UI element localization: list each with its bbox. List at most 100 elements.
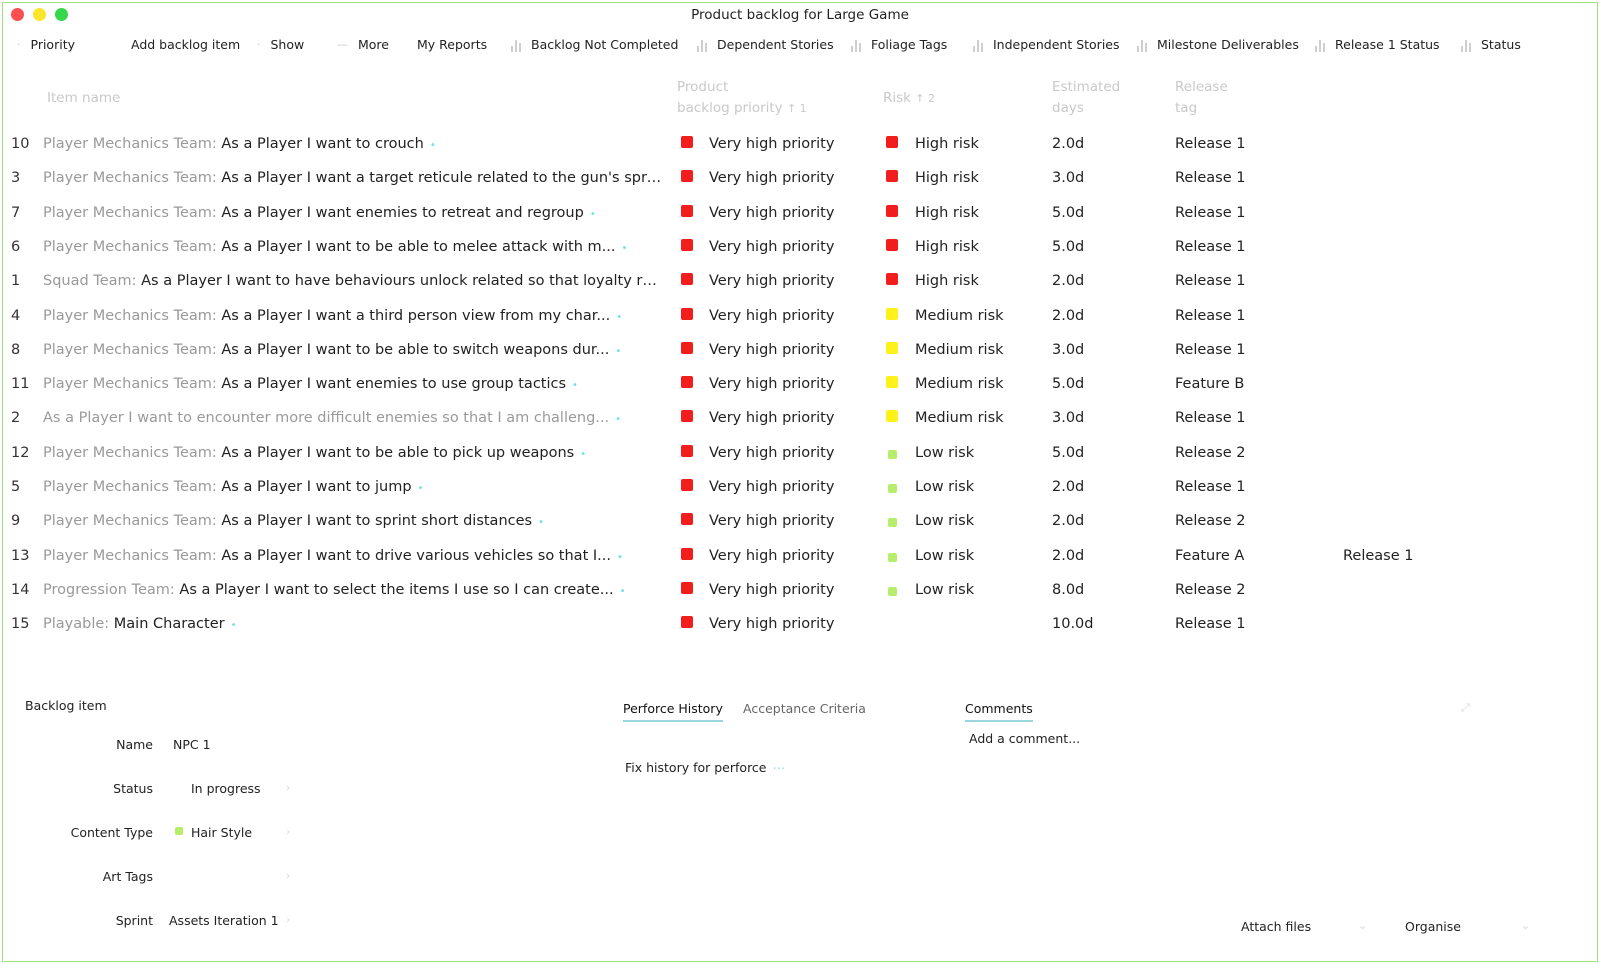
release-tag-cell[interactable]: Release 1 (1175, 341, 1246, 358)
add-backlog-item-button[interactable]: Add backlog item (131, 37, 241, 52)
release-tag-cell[interactable]: Feature B (1175, 376, 1245, 393)
item-name-cell[interactable]: Player Mechanics Team: As a Player I wan… (43, 136, 663, 152)
release-tag-cell[interactable]: Release 1 (1175, 204, 1246, 221)
report-dependent-stories[interactable]: Dependent Stories (697, 37, 834, 52)
table-row[interactable]: 4 Player Mechanics Team: As a Player I wa… (3, 301, 1597, 335)
table-row[interactable]: 10 Player Mechanics Team: As a Player I w… (3, 129, 1597, 163)
release-tag-cell-secondary[interactable]: Release 1 (1343, 547, 1414, 564)
risk-cell[interactable]: Low risk (915, 513, 975, 530)
tab-acceptance-criteria[interactable]: Acceptance Criteria (743, 701, 866, 716)
table-row[interactable]: 15 Playable: Main Character • Very high pri… (3, 609, 1597, 643)
estimated-days-cell[interactable]: 2.0d (1052, 513, 1085, 530)
item-name-cell[interactable]: Squad Team: As a Player I want to have b… (43, 273, 663, 289)
release-tag-cell[interactable]: Release 1 (1175, 238, 1246, 255)
item-name-cell[interactable]: Player Mechanics Team: As a Player I wan… (43, 479, 663, 495)
risk-cell[interactable]: Low risk (915, 479, 975, 495)
risk-cell[interactable]: Medium risk (915, 410, 1004, 427)
estimated-days-cell[interactable]: 5.0d (1052, 376, 1085, 393)
risk-cell[interactable]: High risk (915, 238, 979, 255)
item-name-cell[interactable]: Player Mechanics Team: As a Player I wan… (43, 548, 663, 564)
table-row[interactable]: 5 Player Mechanics Team: As a Player I wa… (3, 472, 1597, 506)
table-row[interactable]: 9 Player Mechanics Team: As a Player I wa… (3, 506, 1597, 540)
tab-perforce-history[interactable]: Perforce History (623, 701, 723, 722)
priority-cell[interactable]: Very high priority (709, 238, 835, 255)
zoom-window-button[interactable] (55, 8, 68, 21)
item-name-cell[interactable]: Playable: Main Character • (43, 616, 663, 632)
priority-cell[interactable]: Very high priority (709, 410, 835, 427)
release-tag-cell[interactable]: Release 2 (1175, 444, 1246, 461)
priority-cell[interactable]: Very high priority (709, 307, 835, 324)
item-name-cell[interactable]: Player Mechanics Team: As a Player I wan… (43, 513, 663, 529)
estimated-days-cell[interactable]: 2.0d (1052, 479, 1085, 495)
toolbar-more[interactable]: — More (337, 37, 389, 52)
toolbar-show[interactable]: · Show (257, 37, 305, 52)
item-name-cell[interactable]: Player Mechanics Team: As a Player I wan… (43, 205, 663, 221)
priority-cell[interactable]: Very high priority (709, 341, 835, 358)
table-row[interactable]: 1 Squad Team: As a Player I want to have … (3, 266, 1597, 300)
risk-cell[interactable]: High risk (915, 204, 979, 221)
risk-cell[interactable]: Low risk (915, 581, 975, 598)
toolbar-priority[interactable]: · Priority (17, 37, 75, 52)
item-name-cell[interactable]: Progression Team: As a Player I want to … (43, 582, 663, 598)
release-tag-cell[interactable]: Release 1 (1175, 273, 1246, 290)
priority-cell[interactable]: Very high priority (709, 444, 835, 461)
release-tag-cell[interactable]: Release 1 (1175, 479, 1246, 495)
priority-cell[interactable]: Very high priority (709, 547, 835, 564)
release-tag-cell[interactable]: Release 1 (1175, 136, 1246, 152)
report-foliage-tags[interactable]: Foliage Tags (851, 37, 947, 52)
column-header-priority[interactable]: Product backlog priority ↑ 1 (677, 79, 807, 116)
estimated-days-cell[interactable]: 3.0d (1052, 170, 1085, 187)
estimated-days-cell[interactable]: 5.0d (1052, 444, 1085, 461)
close-window-button[interactable] (11, 8, 24, 21)
risk-cell[interactable]: High risk (915, 273, 979, 290)
estimated-days-cell[interactable]: 2.0d (1052, 547, 1085, 564)
release-tag-cell[interactable]: Release 2 (1175, 513, 1246, 530)
estimated-days-cell[interactable]: 8.0d (1052, 581, 1085, 598)
table-row[interactable]: 13 Player Mechanics Team: As a Player I w… (3, 541, 1597, 575)
column-header-item-name[interactable]: Item name (47, 90, 121, 106)
content-type-select[interactable]: Hair Style (191, 825, 253, 840)
item-name-cell[interactable]: Player Mechanics Team: As a Player I wan… (43, 445, 663, 461)
release-tag-cell[interactable]: Release 1 (1175, 616, 1246, 633)
report-backlog-not-completed[interactable]: Backlog Not Completed (511, 37, 678, 52)
name-field[interactable]: NPC 1 (173, 737, 211, 752)
estimated-days-cell[interactable]: 5.0d (1052, 204, 1085, 221)
estimated-days-cell[interactable]: 2.0d (1052, 307, 1085, 324)
priority-cell[interactable]: Very high priority (709, 273, 835, 290)
estimated-days-cell[interactable]: 5.0d (1052, 238, 1085, 255)
report-milestone-deliverables[interactable]: Milestone Deliverables (1137, 37, 1299, 52)
organise-button[interactable]: Organise (1405, 919, 1461, 934)
item-name-cell[interactable]: Player Mechanics Team: As a Player I wan… (43, 239, 663, 255)
report-release-1-status[interactable]: Release 1 Status (1315, 37, 1440, 52)
release-tag-cell[interactable]: Release 1 (1175, 410, 1246, 427)
risk-cell[interactable]: Medium risk (915, 307, 1004, 324)
table-row[interactable]: 3 Player Mechanics Team: As a Player I wa… (3, 163, 1597, 197)
release-tag-cell[interactable]: Release 1 (1175, 170, 1246, 187)
release-tag-cell[interactable]: Release 1 (1175, 307, 1246, 324)
table-row[interactable]: 2 As a Player I want to encounter more di… (3, 403, 1597, 437)
priority-cell[interactable]: Very high priority (709, 513, 835, 530)
risk-cell[interactable]: Medium risk (915, 376, 1004, 393)
table-row[interactable]: 8 Player Mechanics Team: As a Player I wa… (3, 335, 1597, 369)
priority-cell[interactable]: Very high priority (709, 204, 835, 221)
table-row[interactable]: 12 Player Mechanics Team: As a Player I w… (3, 438, 1597, 472)
comment-input[interactable]: Add a comment... (969, 731, 1081, 746)
risk-cell[interactable]: Low risk (915, 547, 975, 564)
estimated-days-cell[interactable]: 10.0d (1052, 616, 1094, 633)
priority-cell[interactable]: Very high priority (709, 616, 835, 633)
tab-comments[interactable]: Comments (965, 701, 1033, 722)
status-select[interactable]: In progress (191, 781, 261, 796)
table-row[interactable]: 6 Player Mechanics Team: As a Player I wa… (3, 232, 1597, 266)
column-header-estimated-days[interactable]: Estimated days (1052, 79, 1121, 116)
item-name-cell[interactable]: Player Mechanics Team: As a Player I wan… (43, 170, 663, 186)
release-tag-cell[interactable]: Release 2 (1175, 581, 1246, 598)
risk-cell[interactable]: High risk (915, 170, 979, 187)
priority-cell[interactable]: Very high priority (709, 136, 835, 152)
expand-icon[interactable]: ⤢ (1461, 701, 1470, 714)
item-name-cell[interactable]: Player Mechanics Team: As a Player I wan… (43, 376, 663, 392)
minimize-window-button[interactable] (33, 8, 46, 21)
report-independent-stories[interactable]: Independent Stories (973, 37, 1120, 52)
risk-cell[interactable]: Medium risk (915, 341, 1004, 358)
sprint-select[interactable]: Assets Iteration 1 (169, 913, 279, 928)
release-tag-cell[interactable]: Feature A (1175, 547, 1245, 564)
